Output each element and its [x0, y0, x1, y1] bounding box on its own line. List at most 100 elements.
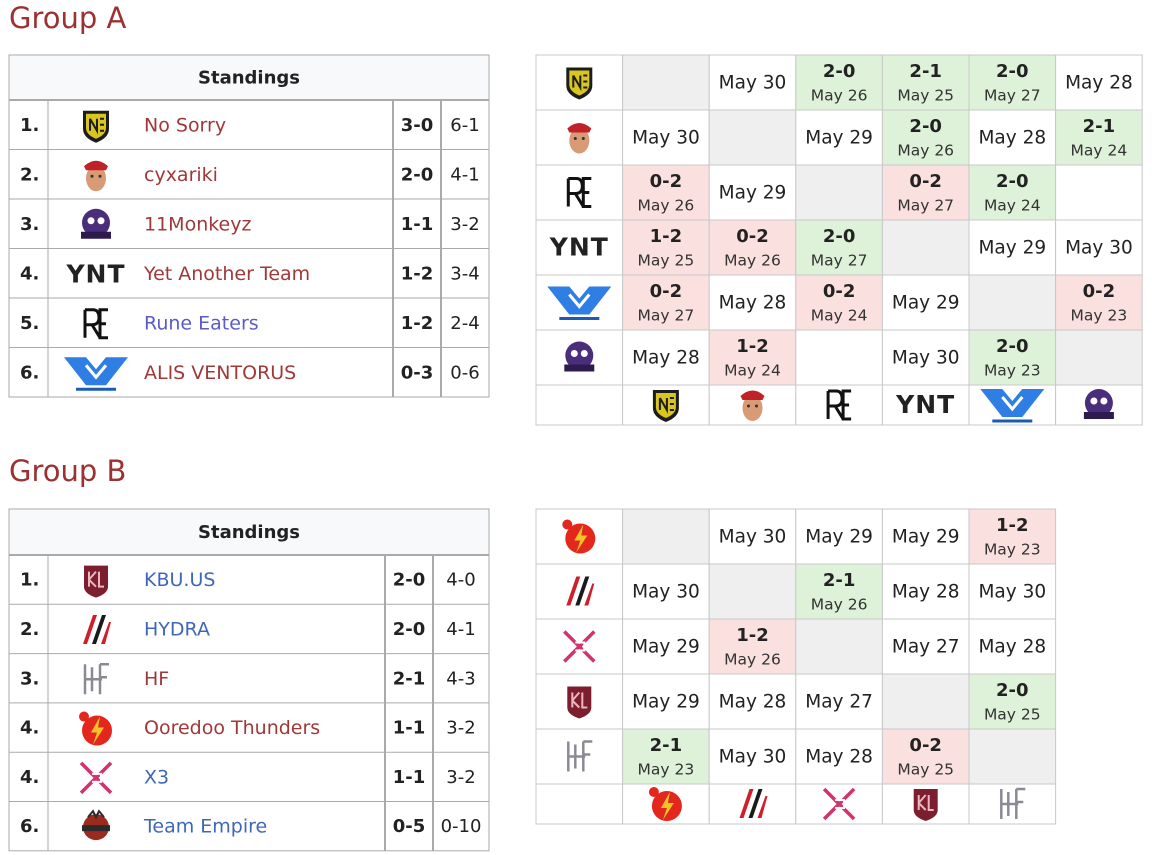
- match-date: May 24: [1071, 142, 1128, 160]
- team-name[interactable]: KBU.US: [144, 569, 215, 591]
- logo-shape: [562, 519, 573, 530]
- team-name[interactable]: Team Empire: [143, 816, 267, 838]
- team-logo: [82, 809, 110, 841]
- team-logo: [547, 286, 612, 320]
- match-date: May 27: [811, 252, 868, 270]
- logo-shape: [1083, 412, 1114, 419]
- logo-shape: [572, 74, 588, 92]
- team-name[interactable]: HF: [144, 668, 169, 690]
- cross-cell: [622, 673, 710, 730]
- logo-shape: [87, 217, 95, 225]
- logo-shape: [90, 174, 94, 178]
- team-name[interactable]: HYDRA: [144, 618, 210, 640]
- match-date: May 30: [719, 747, 787, 768]
- cross-cell: [708, 274, 797, 331]
- team-logo: [566, 67, 593, 100]
- cross-cell: [708, 673, 797, 730]
- logo-shape: [567, 123, 592, 133]
- team-name[interactable]: Yet Another Team: [143, 263, 310, 285]
- logo-shape: [81, 231, 111, 239]
- match-score: 1-2: [401, 313, 434, 334]
- rank: 2.: [20, 164, 39, 185]
- team-logo: [566, 576, 595, 606]
- match-date: May 29: [632, 692, 700, 713]
- team-name[interactable]: ALIS VENTORUS: [144, 362, 296, 384]
- rank: 3.: [20, 214, 39, 235]
- match-date: May 29: [892, 293, 960, 314]
- logo-shape: [648, 787, 659, 797]
- cross-cell: [795, 618, 883, 675]
- cross-cell: [881, 563, 970, 620]
- cross-cell: [881, 109, 970, 166]
- rank: 1.: [20, 570, 39, 591]
- match-date: May 27: [805, 692, 873, 713]
- cross-cell: [795, 329, 883, 386]
- rank: 3.: [20, 668, 39, 689]
- logo-shape: [64, 357, 128, 386]
- cross-cell: [881, 673, 970, 730]
- cross-cell: [968, 274, 1057, 331]
- match-date: May 25: [897, 761, 954, 779]
- match-result: 0-2: [909, 171, 942, 192]
- match-result: 0-2: [823, 281, 856, 302]
- cross-cell: [795, 673, 883, 730]
- rank: 4.: [20, 718, 39, 739]
- cross-cell: [535, 783, 624, 825]
- match-result: 1-2: [996, 515, 1029, 536]
- match-result: 2-1: [823, 570, 856, 591]
- cross-cell: [881, 508, 970, 565]
- team-logo: [83, 308, 108, 340]
- cross-cell: [708, 563, 797, 620]
- game-score: 4-0: [446, 570, 475, 591]
- logo-shape: [101, 621, 111, 644]
- match-date: May 28: [632, 348, 700, 369]
- standings-header-bg: [9, 509, 489, 555]
- team-name[interactable]: Ooredoo Thunders: [144, 717, 320, 739]
- logo-shape: [573, 137, 577, 140]
- team-logo: [739, 789, 768, 818]
- logo-shape: [563, 630, 596, 663]
- team-logo: YNT: [65, 259, 124, 288]
- team-name[interactable]: X3: [144, 766, 169, 788]
- team-name[interactable]: cyxariki: [144, 164, 218, 186]
- team-logo: [567, 740, 593, 772]
- logo-shape: [568, 293, 591, 309]
- logo-shape: [747, 404, 750, 408]
- match-score: 0-5: [393, 816, 426, 837]
- cross-cell: [795, 164, 883, 221]
- team-logo: [652, 390, 679, 422]
- match-result: 2-0: [823, 61, 856, 82]
- match-result: 0-2: [1083, 281, 1116, 302]
- logo-shape: [575, 641, 586, 652]
- cross-cell: [881, 164, 970, 221]
- game-score: 3-2: [450, 214, 479, 235]
- logo-shape: [1090, 397, 1098, 405]
- cross-cell: [708, 109, 797, 166]
- logo-shape: [835, 799, 846, 809]
- logo-shape: [564, 364, 595, 372]
- logo-shape: [740, 390, 765, 400]
- match-date: May 27: [638, 307, 695, 325]
- match-result: 0-2: [909, 735, 942, 756]
- logo-shape: [547, 286, 612, 315]
- match-date: May 24: [984, 197, 1041, 215]
- team-name[interactable]: Rune Eaters: [144, 312, 259, 334]
- match-score: 1-1: [393, 718, 426, 739]
- match-date: May 25: [638, 252, 695, 270]
- logo-shape: [566, 576, 581, 606]
- logo-shape: [89, 117, 104, 135]
- logo-shape: [84, 364, 108, 380]
- match-date: May 27: [892, 637, 960, 658]
- logo-shape: [97, 217, 105, 225]
- cross-cell: [968, 673, 1057, 730]
- team-logo: [567, 686, 592, 719]
- logo-shape: [98, 174, 102, 178]
- cross-cell: [1055, 109, 1143, 166]
- team-name[interactable]: 11Monkeyz: [144, 213, 251, 235]
- match-date: May 30: [632, 582, 700, 603]
- logo-shape: [83, 614, 97, 644]
- match-result: 2-0: [996, 171, 1029, 192]
- rank: 4.: [20, 767, 39, 788]
- team-name[interactable]: No Sorry: [144, 114, 226, 136]
- cross-cell: [881, 728, 970, 785]
